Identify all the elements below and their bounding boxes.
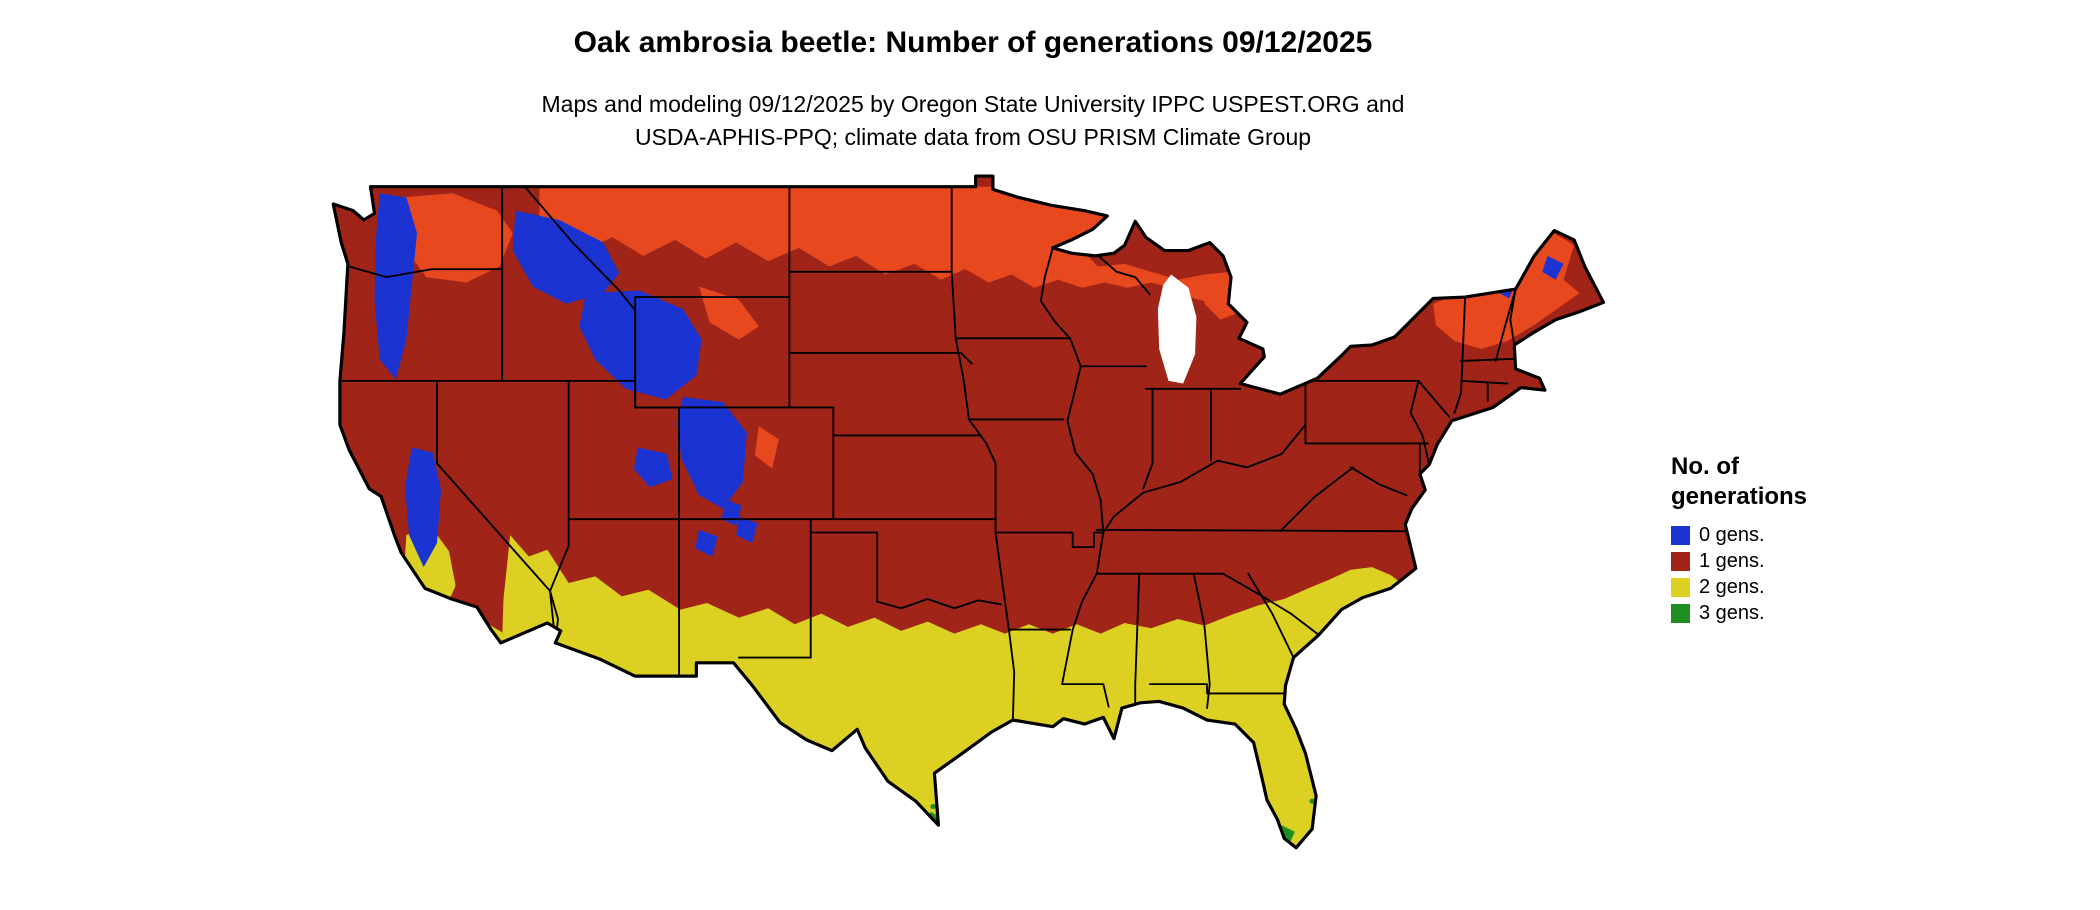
subtitle-line-2: USDA-APHIS-PPQ; climate data from OSU PR… [634, 124, 1312, 150]
legend-title: No. of generations [1671, 452, 1807, 512]
legend-title-line-1: No. of [1671, 453, 1739, 480]
legend-item-0-gens: 0 gens. [1671, 522, 1807, 548]
legend-label-0-gens: 0 gens. [1699, 523, 1765, 546]
legend-label-1-gens: 1 gens. [1699, 549, 1765, 572]
lake-michigan [1157, 274, 1197, 384]
legend-swatch-2-gens [1671, 577, 1690, 597]
subtitle-line-1: Maps and modeling 09/12/2025 by Oregon S… [541, 91, 1405, 117]
map-container [300, 160, 1630, 905]
map-title: Oak ambrosia beetle: Number of generatio… [573, 26, 1373, 59]
region-3-generations [927, 798, 1315, 848]
legend-title-line-2: generations [1671, 483, 1808, 510]
legend-item-3-gens: 3 gens. [1671, 600, 1807, 626]
legend-swatch-3-gens [1671, 603, 1690, 623]
legend-item-2-gens: 2 gens. [1671, 574, 1807, 600]
legend-items: 0 gens. 1 gens. 2 gens. 3 gens. [1671, 522, 1807, 626]
legend-swatch-1-gens [1671, 551, 1690, 571]
region-0-generations [374, 193, 1564, 625]
region-1-generation-base [333, 176, 1604, 848]
legend-swatch-0-gens [1671, 525, 1690, 545]
page-title: Oak ambrosia beetle: Number of generatio… [0, 26, 1946, 60]
legend: No. of generations 0 gens. 1 gens. 2 gen… [1671, 452, 1807, 626]
state-borders [338, 185, 1532, 721]
legend-label-3-gens: 3 gens. [1699, 601, 1765, 624]
legend-item-1-gens: 1 gens. [1671, 548, 1807, 574]
us-generations-map [331, 174, 1605, 850]
map-subtitle: Maps and modeling 09/12/2025 by Oregon S… [0, 88, 1946, 154]
legend-label-2-gens: 2 gens. [1699, 575, 1765, 598]
